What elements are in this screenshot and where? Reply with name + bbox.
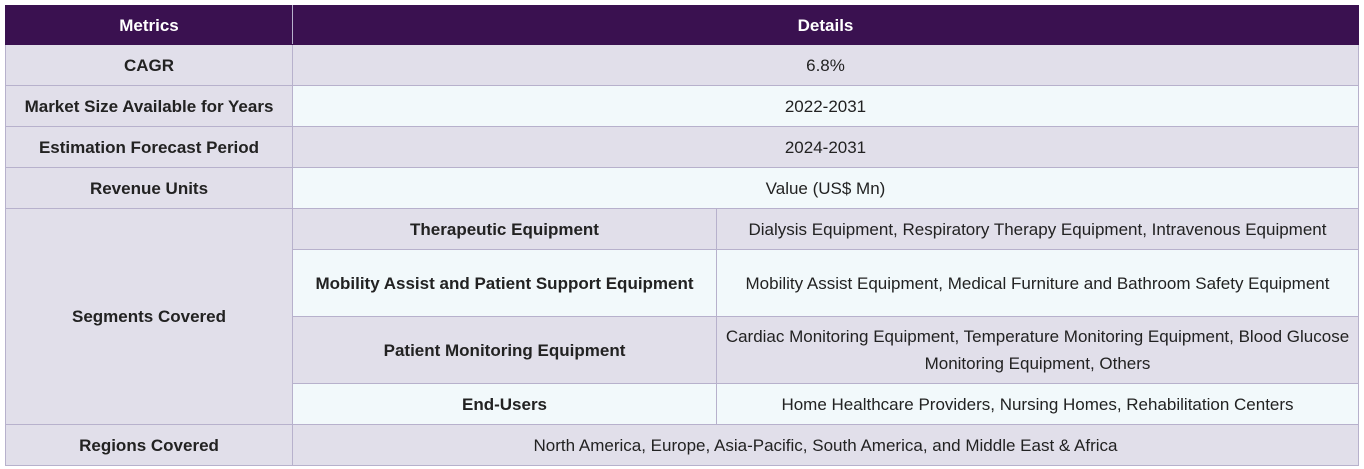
row-label-revenue-units: Revenue Units (5, 167, 293, 209)
header-metrics: Metrics (5, 5, 293, 45)
row-label-cagr: CAGR (5, 44, 293, 86)
segment-name: Mobility Assist and Patient Support Equi… (292, 249, 717, 317)
header-details: Details (292, 5, 1359, 45)
segment-name: End-Users (292, 383, 717, 425)
table-row: CAGR 6.8% (5, 44, 1359, 86)
row-label-regions: Regions Covered (5, 424, 293, 466)
segment-value: Cardiac Monitoring Equipment, Temperatur… (716, 316, 1359, 384)
segment-row: Segments Covered Therapeutic Equipment D… (5, 208, 1359, 425)
row-value-market-size: 2022-2031 (292, 85, 1359, 127)
table-row: Market Size Available for Years 2022-203… (5, 85, 1359, 127)
segment-value: Home Healthcare Providers, Nursing Homes… (716, 383, 1359, 425)
segment-name: Therapeutic Equipment (292, 208, 717, 250)
segment-row: Mobility Assist and Patient Support Equi… (6, 249, 1359, 317)
row-value-revenue-units: Value (US$ Mn) (292, 167, 1359, 209)
segment-row: Patient Monitoring Equipment Cardiac Mon… (6, 316, 1359, 384)
segment-name: Patient Monitoring Equipment (292, 316, 717, 384)
row-value-cagr: 6.8% (292, 44, 1359, 86)
row-label-forecast: Estimation Forecast Period (5, 126, 293, 168)
table-row: Regions Covered North America, Europe, A… (5, 424, 1359, 466)
segment-value: Mobility Assist Equipment, Medical Furni… (716, 249, 1359, 317)
row-label-segments: Segments Covered (5, 208, 293, 425)
report-scope-table: Metrics Details CAGR 6.8% Market Size Av… (5, 5, 1359, 466)
table-row: Estimation Forecast Period 2024-2031 (5, 126, 1359, 168)
header-row: Metrics Details (5, 5, 1359, 45)
row-value-forecast: 2024-2031 (292, 126, 1359, 168)
segment-value: Dialysis Equipment, Respiratory Therapy … (716, 208, 1359, 250)
row-value-regions: North America, Europe, Asia-Pacific, Sou… (292, 424, 1359, 466)
row-label-market-size: Market Size Available for Years (5, 85, 293, 127)
table-row: Revenue Units Value (US$ Mn) (5, 167, 1359, 209)
